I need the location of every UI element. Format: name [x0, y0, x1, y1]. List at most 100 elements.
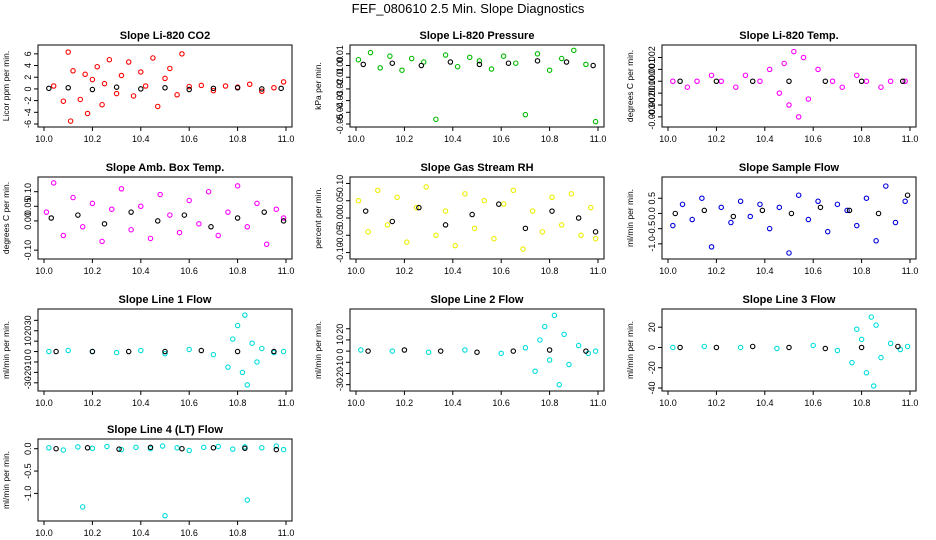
- data-point: [280, 446, 287, 453]
- data-point: [863, 78, 870, 85]
- data-point-black: [817, 204, 824, 211]
- x-tick-label: 10.6: [804, 398, 822, 408]
- data-point-black: [442, 222, 449, 228]
- y-tick-label: 0.0: [23, 442, 33, 455]
- data-point: [800, 54, 807, 61]
- data-point-black: [713, 344, 720, 351]
- data-point-black: [280, 218, 287, 224]
- data-point: [154, 103, 161, 110]
- data-point-black: [261, 209, 267, 215]
- data-point-black: [401, 347, 408, 353]
- data-point-black: [365, 348, 371, 354]
- data-point-black: [749, 78, 756, 85]
- data-point: [150, 55, 156, 61]
- data-point: [387, 53, 393, 59]
- data-point-black: [677, 344, 683, 351]
- data-point-black: [65, 85, 71, 91]
- data-point-black: [53, 348, 59, 355]
- data-point: [239, 369, 246, 376]
- data-point-black: [75, 212, 81, 218]
- plot-frame: [37, 438, 293, 522]
- data-point: [546, 357, 553, 363]
- data-point: [167, 212, 173, 218]
- data-point: [815, 198, 821, 205]
- data-point: [210, 351, 217, 358]
- data-point: [510, 187, 517, 194]
- chart-title: Slope Li-820 CO2: [120, 30, 210, 42]
- y-tick-label: -0.03: [335, 90, 345, 111]
- data-point: [394, 194, 400, 201]
- data-point: [592, 118, 599, 125]
- y-tick-label: 0.05: [23, 198, 33, 216]
- x-tick-label: 10.0: [35, 398, 53, 408]
- data-point-black: [53, 445, 59, 452]
- data-point: [534, 51, 541, 57]
- data-point: [556, 381, 563, 388]
- data-point: [186, 197, 192, 204]
- x-tick-label: 10.0: [347, 134, 365, 144]
- data-point: [737, 344, 744, 351]
- x-tick-label: 10.2: [84, 398, 102, 408]
- x-tick-label: 10.0: [347, 266, 365, 276]
- data-point-black: [786, 344, 792, 351]
- data-point: [670, 78, 676, 85]
- x-tick-label: 10.4: [132, 266, 150, 276]
- data-point: [670, 222, 676, 229]
- x-tick-label: 10.6: [180, 134, 198, 144]
- data-point-black: [447, 59, 454, 65]
- x-tick-label: 10.2: [84, 266, 102, 276]
- data-point: [849, 359, 855, 366]
- data-point: [873, 238, 879, 244]
- data-point: [101, 80, 108, 87]
- data-point: [854, 72, 860, 79]
- data-point: [113, 349, 120, 356]
- data-point: [280, 348, 287, 355]
- data-point: [549, 194, 555, 201]
- data-point: [358, 347, 364, 353]
- plot-frame: [349, 44, 605, 128]
- data-point: [546, 67, 553, 73]
- chart-title: Slope Line 3 Flow: [743, 294, 836, 306]
- data-point: [133, 444, 139, 451]
- data-point: [498, 350, 504, 357]
- data-point: [776, 90, 783, 96]
- data-point: [452, 242, 458, 249]
- data-point-black: [730, 213, 737, 220]
- x-tick-label: 11.0: [278, 528, 295, 538]
- data-point: [575, 342, 582, 349]
- data-point: [142, 83, 149, 89]
- data-point-black: [583, 348, 589, 354]
- data-point: [79, 224, 86, 230]
- data-point: [249, 340, 255, 346]
- data-point: [887, 78, 894, 85]
- y-tick-label: -0.10: [335, 242, 345, 263]
- data-point: [215, 443, 221, 450]
- data-point: [273, 443, 280, 449]
- data-point: [79, 504, 86, 510]
- data-point: [854, 326, 860, 332]
- data-point: [186, 346, 192, 353]
- data-point-black: [147, 444, 154, 451]
- data-point: [870, 383, 877, 389]
- x-tick-label: 10.8: [541, 266, 559, 276]
- y-tick-label: 20: [335, 324, 345, 334]
- x-tick-label: 10.8: [541, 134, 559, 144]
- plot-frame: [37, 308, 293, 392]
- data-point-black: [242, 445, 248, 452]
- x-tick-label: 10.0: [35, 528, 53, 538]
- data-point: [558, 222, 565, 228]
- data-point: [118, 186, 125, 192]
- data-point: [774, 345, 780, 352]
- data-point: [271, 85, 277, 91]
- data-point: [50, 180, 57, 186]
- data-point-black: [128, 209, 134, 215]
- plot-frame: [661, 308, 917, 392]
- x-tick-label: 10.8: [853, 134, 871, 144]
- data-point: [174, 445, 180, 451]
- y-tick-label: -30: [23, 376, 33, 389]
- data-point: [500, 53, 507, 59]
- data-point: [512, 60, 519, 66]
- data-point: [259, 345, 265, 352]
- data-point: [198, 82, 205, 89]
- data-point: [200, 444, 207, 451]
